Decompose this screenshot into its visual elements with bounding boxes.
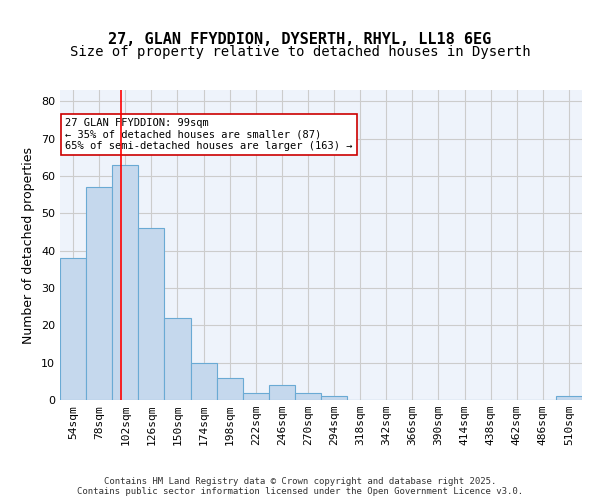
- Bar: [556, 396, 582, 400]
- Bar: [112, 164, 139, 400]
- Text: 27 GLAN FFYDDION: 99sqm
← 35% of detached houses are smaller (87)
65% of semi-de: 27 GLAN FFYDDION: 99sqm ← 35% of detache…: [65, 118, 353, 151]
- Bar: [86, 187, 112, 400]
- Bar: [191, 362, 217, 400]
- Bar: [217, 378, 243, 400]
- Bar: [269, 385, 295, 400]
- Bar: [242, 392, 269, 400]
- Text: Size of property relative to detached houses in Dyserth: Size of property relative to detached ho…: [70, 45, 530, 59]
- Bar: [164, 318, 191, 400]
- Bar: [295, 392, 321, 400]
- Bar: [60, 258, 86, 400]
- Text: Contains HM Land Registry data © Crown copyright and database right 2025.: Contains HM Land Registry data © Crown c…: [104, 478, 496, 486]
- Y-axis label: Number of detached properties: Number of detached properties: [22, 146, 35, 344]
- Bar: [139, 228, 164, 400]
- Text: Contains public sector information licensed under the Open Government Licence v3: Contains public sector information licen…: [77, 488, 523, 496]
- Text: 27, GLAN FFYDDION, DYSERTH, RHYL, LL18 6EG: 27, GLAN FFYDDION, DYSERTH, RHYL, LL18 6…: [109, 32, 491, 48]
- Bar: [321, 396, 347, 400]
